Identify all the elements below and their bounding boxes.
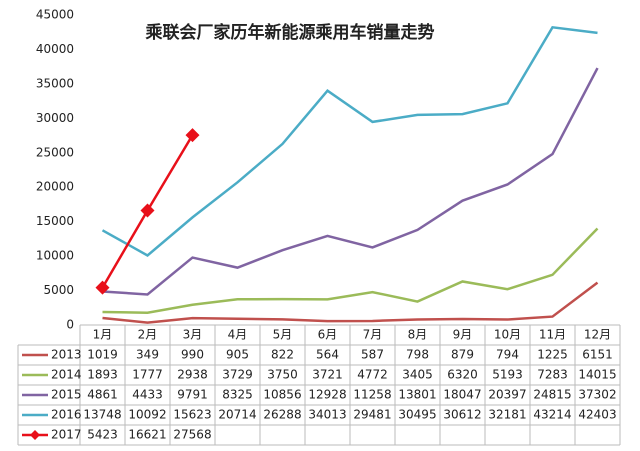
table-cell: 10856	[263, 388, 301, 402]
table-cell: 16621	[128, 428, 166, 442]
y-tick-label: 25000	[36, 145, 74, 159]
x-tick-label: 9月	[453, 328, 473, 342]
table-cell: 564	[316, 348, 339, 362]
x-tick-label: 12月	[584, 328, 611, 342]
table-cell: 13801	[398, 388, 436, 402]
table-cell: 20714	[218, 408, 256, 422]
table-cell: 349	[136, 348, 159, 362]
table-cell: 5193	[492, 368, 523, 382]
table-cell: 587	[361, 348, 384, 362]
table-cell: 3721	[312, 368, 343, 382]
table-cell: 3750	[267, 368, 298, 382]
table-cell: 12928	[308, 388, 346, 402]
table-cell: 1777	[132, 368, 163, 382]
table-cell: 6320	[447, 368, 478, 382]
table-cell: 32181	[488, 408, 526, 422]
series-line	[102, 67, 599, 296]
table-cell: 29481	[353, 408, 391, 422]
y-tick-label: 40000	[36, 42, 74, 56]
legend-label: 2017	[51, 428, 82, 442]
table-cell: 10092	[128, 408, 166, 422]
x-tick-label: 6月	[318, 328, 338, 342]
point-marker	[140, 203, 155, 218]
table-cell: 27568	[173, 428, 211, 442]
table-cell: 6151	[582, 348, 613, 362]
table-cell: 18047	[443, 388, 481, 402]
table-cell: 30495	[398, 408, 436, 422]
table-cell: 822	[271, 348, 294, 362]
table-cell: 1225	[537, 348, 568, 362]
table-cell: 5423	[87, 428, 118, 442]
table-cell: 879	[451, 348, 474, 362]
table-cell: 37302	[578, 388, 616, 402]
y-tick-label: 15000	[36, 214, 74, 228]
chart-title: 乘联会厂家历年新能源乘用车销量走势	[145, 22, 435, 43]
table-cell: 4861	[87, 388, 118, 402]
x-tick-label: 10月	[494, 328, 521, 342]
table-cell: 3405	[402, 368, 433, 382]
y-tick-label: 35000	[36, 76, 74, 90]
table-cell: 9791	[177, 388, 208, 402]
table-cell: 4772	[357, 368, 388, 382]
point-marker	[185, 128, 200, 143]
table-cell: 990	[181, 348, 204, 362]
table-cell: 7283	[537, 368, 568, 382]
point-marker	[95, 280, 110, 295]
table-cell: 30612	[443, 408, 481, 422]
table-cell: 3729	[222, 368, 253, 382]
y-tick-label: 10000	[36, 249, 74, 263]
x-tick-label: 3月	[183, 328, 203, 342]
legend-label: 2016	[51, 408, 82, 422]
legend-label: 2013	[51, 348, 82, 362]
x-tick-label: 8月	[408, 328, 428, 342]
table-cell: 26288	[263, 408, 301, 422]
y-tick-label: 0	[66, 318, 74, 332]
y-tick-label: 5000	[43, 283, 74, 297]
table-cell: 34013	[308, 408, 346, 422]
x-tick-label: 7月	[363, 328, 383, 342]
series-line	[102, 227, 599, 315]
x-tick-label: 11月	[539, 328, 566, 342]
y-tick-label: 30000	[36, 111, 74, 125]
table-cell: 14015	[578, 368, 616, 382]
legend-marker	[30, 430, 40, 440]
table-cell: 4433	[132, 388, 163, 402]
table-cell: 11258	[353, 388, 391, 402]
table-cell: 13748	[83, 408, 121, 422]
legend-label: 2015	[51, 388, 82, 402]
x-tick-label: 1月	[93, 328, 113, 342]
y-tick-label: 20000	[36, 180, 74, 194]
table-cell: 43214	[533, 408, 571, 422]
x-tick-label: 2月	[138, 328, 158, 342]
table-cell: 8325	[222, 388, 253, 402]
x-tick-label: 5月	[273, 328, 293, 342]
table-cell: 798	[406, 348, 429, 362]
series-line	[102, 281, 599, 324]
table-cell: 15623	[173, 408, 211, 422]
table-cell: 2938	[177, 368, 208, 382]
series-line	[101, 25, 598, 257]
table-cell: 1893	[87, 368, 118, 382]
table-cell: 1019	[87, 348, 118, 362]
table-cell: 24815	[533, 388, 571, 402]
table-cell: 794	[496, 348, 519, 362]
x-tick-label: 4月	[228, 328, 248, 342]
table-cell: 20397	[488, 388, 526, 402]
y-tick-label: 45000	[36, 8, 74, 22]
table-cell: 905	[226, 348, 249, 362]
table-cell: 42403	[578, 408, 616, 422]
legend-label: 2014	[51, 368, 82, 382]
